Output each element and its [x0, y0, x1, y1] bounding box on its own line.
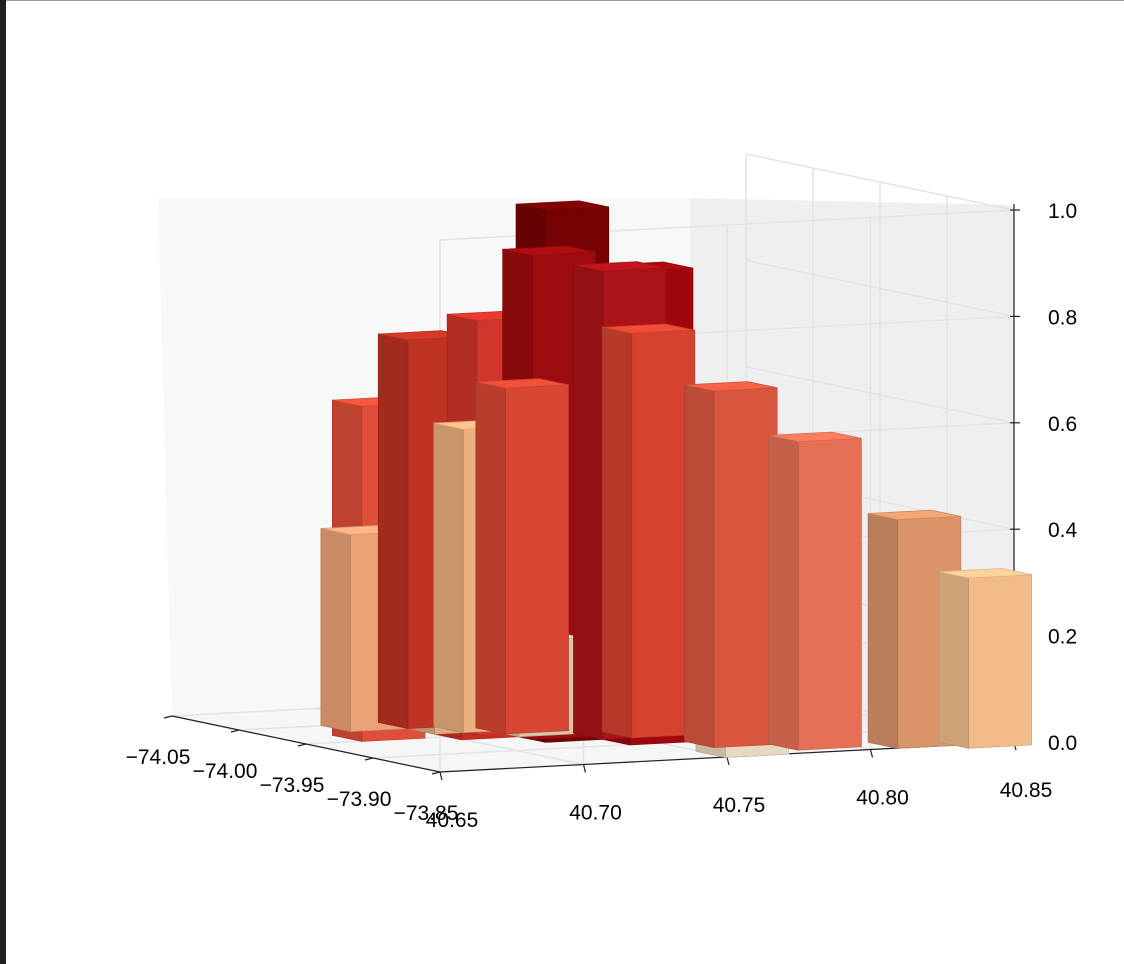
- bar-front-face: [968, 574, 1032, 749]
- bar-top-face: [475, 378, 569, 389]
- bar-side-face: [601, 326, 633, 739]
- x-tick-3: [364, 757, 374, 761]
- y-tick-label-4: 40.85: [1000, 779, 1053, 802]
- bar-top-face: [684, 381, 778, 392]
- x-tick-1: [230, 729, 240, 733]
- bar-side-face: [475, 381, 506, 735]
- x-tick-label-2: −73.95: [260, 774, 325, 797]
- bar-front-face: [797, 437, 862, 751]
- bar-top-face: [573, 261, 667, 272]
- bar-side-face: [320, 528, 351, 732]
- z-tick-label-4: 0.8: [1048, 306, 1077, 329]
- y-tick-label-1: 40.70: [569, 802, 622, 825]
- y-tick-2: [726, 756, 730, 766]
- bar-17: [938, 568, 1032, 749]
- z-tick-label-3: 0.6: [1048, 413, 1077, 436]
- bar-top-face: [938, 568, 1032, 579]
- x-tick-label-4: −73.85: [394, 802, 459, 825]
- x-tick-4: [431, 771, 441, 775]
- bar-side-face: [768, 434, 799, 751]
- y-tick-label-0: 40.65: [426, 809, 479, 832]
- x-tick-label-1: −74.00: [193, 760, 258, 783]
- z-tick-label-2: 0.4: [1048, 519, 1078, 542]
- bar-14: [684, 381, 778, 748]
- bar-side-face: [684, 384, 715, 748]
- z-tick-label-5: 1.0: [1048, 200, 1077, 223]
- bar-top-face: [868, 509, 961, 521]
- y-tick-3: [869, 749, 874, 758]
- y-tick-0: [439, 771, 443, 781]
- bar-side-face: [938, 571, 969, 749]
- bar-front-face: [713, 387, 778, 748]
- bar-top-face: [516, 200, 609, 211]
- bar-side-face: [377, 333, 409, 729]
- bar-side-face: [573, 264, 604, 740]
- bars-group: [320, 200, 1032, 758]
- y-tick-label-2: 40.75: [713, 794, 766, 817]
- x-tick-label-0: −74.05: [126, 746, 191, 769]
- bar-11: [601, 323, 696, 739]
- window-top-border: [0, 0, 1124, 1]
- z-tick-label-0: 0.0: [1048, 732, 1077, 755]
- y-tick-label-3: 40.80: [856, 787, 909, 810]
- z-tick-label-1: 0.2: [1048, 626, 1077, 649]
- bar-15: [768, 431, 862, 751]
- bar-side-face: [433, 422, 464, 734]
- bar-front-face: [504, 384, 569, 735]
- x-tick-0: [163, 715, 173, 719]
- background-window-edge: [0, 0, 6, 964]
- bar-top-face: [502, 245, 596, 256]
- bar-8: [475, 378, 569, 735]
- x-tick-2: [297, 743, 307, 747]
- bar-top-face: [602, 323, 695, 334]
- y-tick-1: [582, 764, 587, 773]
- bar-top-face: [768, 431, 862, 443]
- bar-side-face: [867, 513, 899, 749]
- x-tick-label-3: −73.90: [327, 788, 392, 811]
